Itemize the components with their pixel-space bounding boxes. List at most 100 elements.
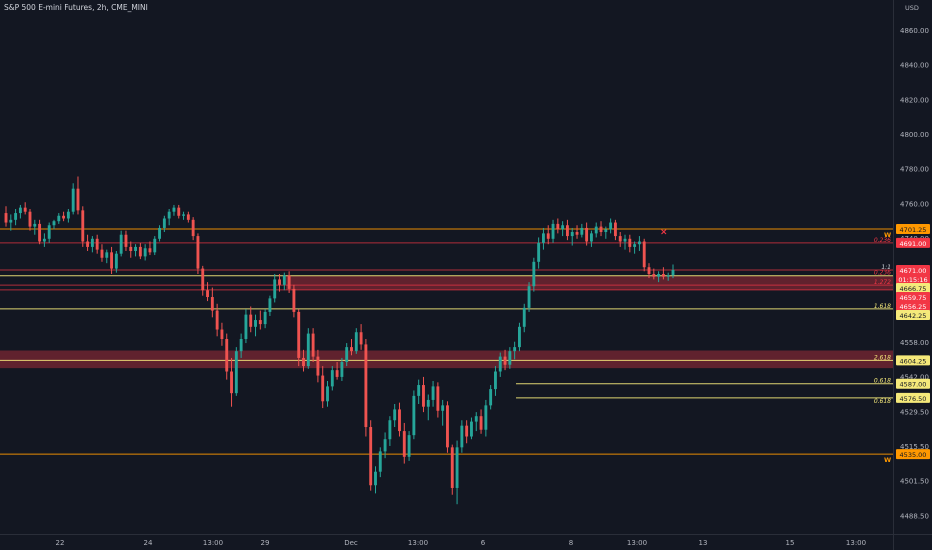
- price-tick-label: 4488.50: [900, 512, 929, 520]
- candle-body: [527, 286, 531, 308]
- candle-body: [244, 314, 248, 339]
- candle-body: [177, 207, 181, 216]
- price-tag-label: 4587.00: [900, 381, 927, 389]
- price-tag-bg: [896, 300, 930, 311]
- price-axis-separator: [893, 0, 894, 550]
- candle-body: [292, 288, 296, 312]
- candle-body: [71, 188, 75, 212]
- candle-body: [90, 238, 94, 247]
- candle-body: [354, 332, 358, 352]
- price-tag-label: 4701.25: [900, 226, 927, 234]
- candle-body: [239, 339, 243, 352]
- candle-body: [537, 242, 541, 262]
- candle-body: [14, 213, 18, 220]
- candle-body: [249, 314, 253, 327]
- candle-body: [402, 431, 406, 457]
- candle-body: [450, 447, 454, 488]
- candle-body: [340, 362, 344, 377]
- level-side-tag: W: [884, 456, 891, 464]
- candle-body: [546, 233, 550, 239]
- candle-body: [81, 210, 85, 242]
- price-axis[interactable]: 4860.00 4840.00 4820.00 4800.00 4780.00 4760.…: [900, 4, 929, 520]
- candle-body: [114, 253, 118, 269]
- candle-body: [66, 211, 70, 219]
- candle-body: [551, 223, 555, 239]
- candle-body: [647, 267, 651, 274]
- candle-body: [119, 234, 123, 254]
- candle-body: [460, 425, 464, 448]
- candle-body: [172, 207, 176, 212]
- candle-body: [570, 232, 574, 237]
- candle-body: [661, 274, 665, 277]
- price-tick-label: 4780.00: [900, 166, 929, 174]
- supply-demand-zones: [0, 275, 893, 369]
- candle-body: [326, 386, 329, 402]
- candle-body: [230, 371, 233, 394]
- candle-body: [62, 215, 66, 219]
- candle-body: [153, 238, 157, 253]
- candle-body: [657, 274, 661, 277]
- candle-body: [143, 248, 147, 257]
- candle-body: [182, 214, 185, 216]
- candle-body: [273, 279, 277, 299]
- candle-body: [589, 233, 593, 242]
- candle-body: [666, 275, 670, 277]
- candle-body: [129, 246, 133, 251]
- candle-body: [196, 236, 200, 269]
- level-side-tag: W: [884, 231, 891, 239]
- time-tick-label: 13:00: [408, 539, 428, 547]
- candle-body: [613, 222, 617, 237]
- fib-level-label: 0.618: [874, 398, 891, 405]
- price-tag-bg: [896, 449, 930, 460]
- time-tick-label: 13:00: [846, 539, 866, 547]
- candle-body: [110, 252, 114, 269]
- candle-body: [278, 279, 281, 285]
- candle-body: [637, 241, 641, 245]
- candle-body: [422, 385, 425, 407]
- candle-body: [282, 275, 286, 285]
- candle-body: [335, 370, 339, 377]
- candle-body: [206, 290, 209, 298]
- candle-body: [254, 320, 257, 327]
- candle-body: [148, 248, 152, 253]
- candle-body: [42, 238, 46, 242]
- candle-body: [311, 333, 315, 357]
- candle-body: [28, 211, 32, 227]
- candle-body: [671, 269, 675, 276]
- candle-body: [513, 347, 517, 352]
- time-axis[interactable]: 22 24 13:00 29 Dec 13:00 6 8 13:00 13 15 13:00: [56, 539, 867, 547]
- countdown-tag-bg: [896, 273, 930, 284]
- fib-level-label: 1:1: [881, 264, 891, 271]
- candle-body: [604, 229, 608, 233]
- candle-body: [330, 370, 334, 387]
- candle-body: [575, 232, 579, 235]
- price-tick-label: 4529.50: [900, 408, 929, 416]
- candle-body: [234, 351, 238, 394]
- candle-body: [474, 416, 478, 422]
- price-tick-label: 4515.50: [900, 443, 929, 451]
- price-tick-label: 4840.00: [900, 62, 929, 70]
- price-tick-label: 4820.00: [900, 96, 929, 104]
- candle-body: [623, 238, 627, 242]
- price-tag-bg: [896, 291, 930, 302]
- currency-label: USD: [905, 4, 919, 12]
- candle-body: [225, 339, 229, 372]
- price-tag-bg: [896, 378, 930, 389]
- candle-body: [479, 416, 483, 430]
- candle-body: [378, 451, 382, 472]
- price-tag-label: 4642.25: [900, 312, 927, 320]
- candle-body: [417, 385, 421, 396]
- candle-body: [95, 238, 99, 250]
- candle-body: [287, 275, 291, 289]
- price-tag-label: 4535.00: [900, 451, 927, 459]
- candle-body: [350, 347, 353, 352]
- candle-body: [489, 389, 493, 406]
- candle-body: [124, 234, 128, 247]
- fib-level-label: 0.618: [874, 378, 891, 385]
- candle-body: [412, 395, 416, 436]
- candle-body: [52, 221, 56, 226]
- price-tag-label: 4576.50: [900, 395, 927, 403]
- time-tick-label: 15: [786, 539, 795, 547]
- candle-body: [345, 347, 349, 363]
